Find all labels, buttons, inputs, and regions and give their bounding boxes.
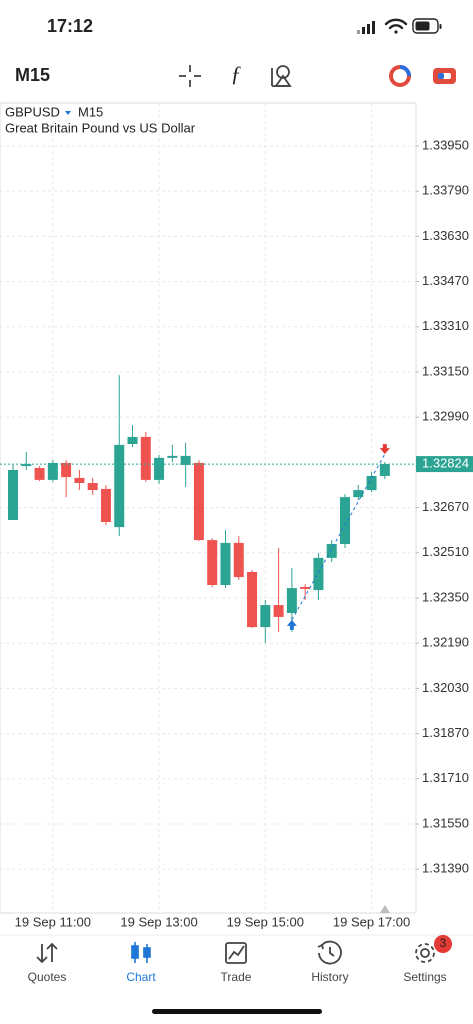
candle-body — [21, 464, 32, 467]
y-tick-label: 1.31390 — [422, 861, 469, 876]
chart-icon — [131, 942, 151, 963]
candle-body — [100, 488, 111, 522]
candle-body — [180, 455, 191, 465]
y-tick-label: 1.31550 — [422, 815, 469, 830]
y-tick-label: 1.31710 — [422, 770, 469, 785]
wifi-icon — [384, 18, 408, 34]
x-tick-label: 19 Sep 11:00 — [15, 914, 91, 929]
status-time: 17:12 — [47, 16, 93, 36]
chart-shift-marker — [380, 905, 390, 913]
buy-marker — [286, 619, 297, 630]
current-price-label: 1.32824 — [422, 456, 469, 471]
candle-body — [167, 455, 178, 458]
symbol[interactable]: GBPUSD — [5, 104, 60, 119]
plot — [0, 103, 416, 913]
y-tick-label: 1.31870 — [422, 725, 469, 740]
battery-icon — [412, 18, 442, 34]
y-tick-label: 1.33150 — [422, 363, 469, 378]
tab-settings[interactable]: Settings — [403, 970, 446, 984]
candle-body — [326, 544, 337, 558]
sell-marker — [379, 444, 390, 455]
y-tick-label: 1.32350 — [422, 589, 469, 604]
y-tick-label: 1.32190 — [422, 635, 469, 650]
signal-icon — [357, 21, 375, 34]
x-tick-label: 19 Sep 17:00 — [333, 914, 410, 929]
y-tick-label: 1.33470 — [422, 273, 469, 288]
quotes-icon — [36, 942, 58, 964]
candle-body — [366, 475, 377, 491]
y-tick-label: 1.33790 — [422, 183, 469, 198]
y-tick-label: 1.32990 — [422, 409, 469, 424]
candle-body — [300, 586, 311, 589]
settings-icon — [415, 943, 435, 963]
current-price-tag — [416, 456, 473, 473]
candle-body — [87, 483, 98, 491]
candle-body — [233, 542, 244, 578]
candle-body — [220, 542, 231, 585]
candle-body — [61, 462, 72, 478]
candle-body — [273, 605, 284, 617]
trading-signals-button[interactable] — [389, 65, 411, 87]
y-tick-label: 1.32030 — [422, 680, 469, 695]
candle-body — [193, 462, 204, 541]
candle-body — [140, 436, 151, 480]
notification-badge — [434, 935, 452, 953]
candle-body — [260, 605, 271, 628]
y-tick-label: 1.32670 — [422, 499, 469, 514]
y-tick-label: 1.32510 — [422, 544, 469, 559]
crosshair-button[interactable] — [179, 65, 201, 87]
tab-quotes[interactable]: Quotes — [28, 970, 67, 984]
tab-trade[interactable]: Trade — [221, 970, 252, 984]
trade-path — [291, 453, 386, 621]
candle-body — [286, 588, 297, 613]
candle-body — [47, 462, 58, 480]
candle-body — [127, 436, 138, 445]
candle-body — [114, 444, 125, 528]
y-tick-label: 1.33950 — [422, 137, 469, 152]
candle-body — [154, 457, 165, 480]
objects-button[interactable] — [271, 65, 292, 87]
candle-body — [247, 572, 258, 628]
x-tick-label: 19 Sep 15:00 — [227, 914, 304, 929]
candle-body — [379, 464, 390, 476]
symbol-dropdown[interactable] — [65, 111, 71, 115]
tab-labels: Quotes Chart Trade History Settings — [28, 970, 447, 984]
indicators-button[interactable]: ƒ — [231, 61, 242, 86]
home-indicator — [152, 1009, 322, 1014]
y-tick-label: 1.33630 — [422, 228, 469, 243]
tab-chart[interactable]: Chart — [126, 970, 156, 984]
y-tick-label: 1.33310 — [422, 318, 469, 333]
chart-timeframe: M15 — [78, 104, 103, 119]
trade-icon — [225, 942, 247, 964]
candle-body — [34, 468, 45, 480]
candle-body — [74, 477, 85, 484]
candle-body — [340, 497, 350, 545]
tab-history[interactable]: History — [311, 970, 348, 984]
symbol-description: Great Britain Pound vs US Dollar — [5, 120, 196, 135]
history-icon — [317, 940, 342, 965]
x-tick-label: 19 Sep 13:00 — [120, 914, 197, 929]
candle-body — [207, 540, 218, 585]
candle-body — [8, 470, 18, 521]
one-click-trading-button[interactable] — [433, 68, 456, 84]
candle-body — [353, 490, 364, 498]
badge-count: 3 — [440, 936, 447, 950]
timeframe-button[interactable]: M15 — [15, 65, 50, 85]
candle-body — [313, 557, 324, 591]
